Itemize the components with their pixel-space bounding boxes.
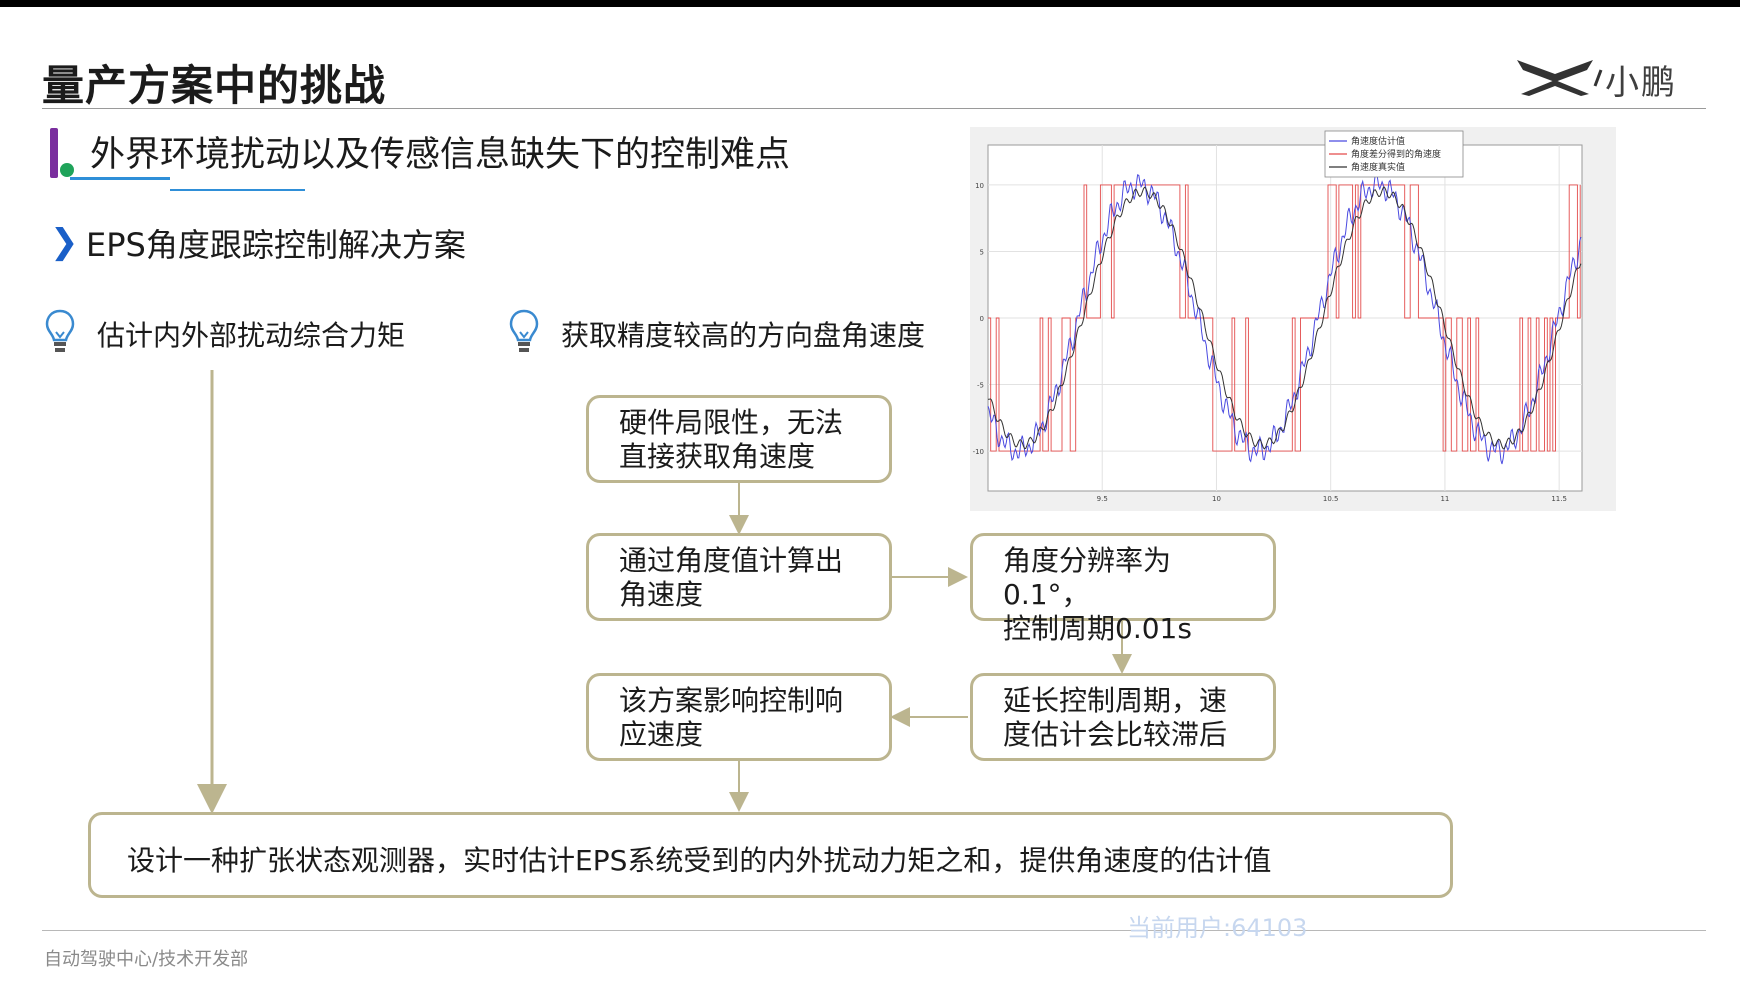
section-accent-bar: [50, 128, 58, 178]
velocity-estimate-chart: 9.5 10 10.5 11 11.5 10 5 0 -5 -10 角速度估计值角度差分得到的角速…: [970, 127, 1616, 511]
subsection-title: EPS角度跟踪控制解决方案: [86, 226, 466, 264]
x-tick-label: 10.5: [1323, 495, 1339, 503]
chevron-right-icon: ❯: [50, 222, 79, 262]
section-title: 外界环境扰动以及传感信息缺失下的控制难点: [90, 135, 791, 175]
chart-legend-box: [1324, 130, 1464, 178]
y-tick-label: -10: [973, 448, 984, 456]
flow-box-compute-velocity: 通过角度值计算出 角速度: [586, 533, 892, 621]
footer-department: 自动驾驶中心/技术开发部: [44, 949, 249, 970]
x-tick-label: 9.5: [1097, 495, 1108, 503]
flow-box-resolution: 角度分辨率为0.1°， 控制周期0.01s: [970, 533, 1276, 645]
section-accent-dot: [60, 163, 74, 177]
section-underline: [70, 177, 170, 180]
flow-box-observer-solution: 设计一种扩张状态观测器，实时估计EPS系统受到的内外扰动力矩之和，提供角速度的估…: [88, 812, 1453, 898]
flow-box-response-speed: 该方案影响控制响 应速度: [586, 673, 892, 761]
page-title: 量产方案中的挑战: [42, 61, 387, 110]
y-tick-label: -5: [977, 382, 984, 390]
series-differenced-velocity-line: [988, 184, 1581, 452]
y-tick-label: 0: [980, 315, 984, 323]
item-left-text: 估计内外部扰动综合力矩: [97, 319, 406, 352]
lightbulb-icon: [45, 309, 75, 352]
x-tick-label: 11.5: [1551, 495, 1567, 503]
y-tick-label: 10: [975, 182, 984, 190]
section-underline-thin: [170, 189, 305, 191]
y-tick-label: 5: [980, 248, 984, 256]
logo-text: 小鹏: [1605, 63, 1677, 103]
legend-label: 角速度估计值: [1351, 135, 1405, 147]
item-right-text: 获取精度较高的方向盘角速度: [561, 319, 926, 352]
xpeng-logo-icon: [1517, 60, 1603, 96]
lightbulb-icon: [509, 309, 539, 352]
footer-divider: [42, 930, 1706, 931]
flow-box-extend-period: 延长控制周期，速 度估计会比较滞后: [970, 673, 1276, 761]
legend-label: 角速度真实值: [1351, 161, 1405, 173]
flow-box-hardware-limit: 硬件局限性，无法 直接获取角速度: [586, 395, 892, 483]
x-tick-label: 10: [1212, 495, 1221, 503]
legend-label: 角度差分得到的角速度: [1351, 148, 1441, 160]
top-bar: [0, 0, 1740, 7]
title-divider: [42, 108, 1706, 109]
series-true-velocity-line: [988, 186, 1582, 450]
user-watermark: 当前用户:64103: [1127, 914, 1308, 942]
x-tick-label: 11: [1440, 495, 1449, 503]
